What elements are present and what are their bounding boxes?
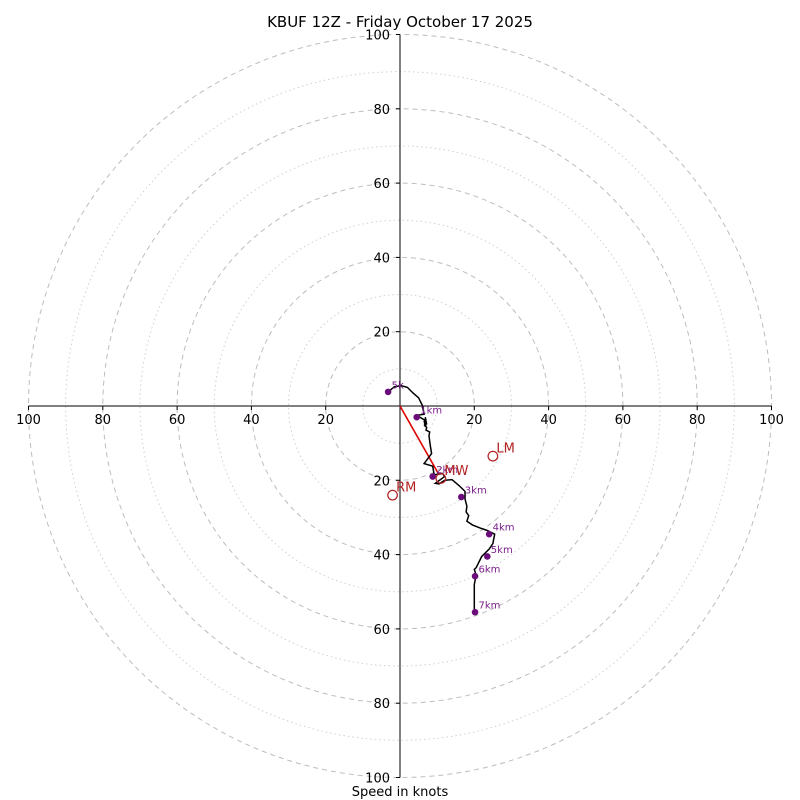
x-axis-label: Speed in knots — [352, 785, 449, 800]
storm-motion-label: MW — [444, 464, 468, 479]
height-marker-label: 5k — [392, 380, 404, 391]
y-tick-label: 40 — [373, 251, 390, 266]
x-tick-label: 60 — [615, 413, 632, 428]
height-marker — [429, 473, 436, 480]
y-tick-label: 80 — [373, 697, 390, 712]
height-marker-label: 1km — [420, 406, 442, 417]
x-tick-label: 80 — [95, 413, 112, 428]
y-tick-label: 80 — [373, 103, 390, 118]
height-marker-label: 5km — [491, 545, 513, 556]
height-marker — [384, 388, 392, 396]
x-tick-label: 80 — [689, 413, 706, 428]
chart-title: KBUF 12Z - Friday October 17 2025 — [267, 13, 533, 31]
height-marker-label: 2km — [436, 465, 458, 476]
storm-motion-label: RM — [396, 481, 416, 496]
y-tick-label: 100 — [365, 772, 390, 787]
x-tick-label: 40 — [243, 413, 260, 428]
x-tick-label: 60 — [169, 413, 186, 428]
x-tick-label: 20 — [317, 413, 334, 428]
x-tick-label: 100 — [16, 413, 41, 428]
height-marker — [471, 608, 479, 616]
shear-vector — [399, 405, 440, 476]
height-marker — [484, 553, 491, 560]
y-tick-label: 60 — [373, 177, 390, 192]
storm-motion-marker — [435, 473, 447, 484]
height-marker-label: 7km — [479, 601, 501, 612]
x-tick-labels: 100 80 60 40 20 20 40 60 80 100 — [16, 406, 784, 428]
height-marker — [457, 493, 465, 501]
storm-motion-marker — [387, 489, 398, 501]
y-tick-labels: 100 80 60 40 20 20 40 60 80 100 — [365, 29, 400, 787]
height-marker-label: 3km — [465, 486, 487, 497]
y-tick-label: 20 — [373, 474, 390, 489]
height-marker — [413, 413, 421, 421]
y-tick-label: 100 — [365, 29, 390, 44]
x-tick-label: 100 — [759, 413, 784, 428]
hodograph-plot: 5k 1km 2km 3km 4km 5km 6km 7km MW LM RM — [384, 380, 515, 616]
y-tick-label: 40 — [373, 549, 390, 564]
storm-motion-label: LM — [496, 442, 514, 457]
height-marker — [471, 572, 479, 580]
y-tick-label: 20 — [373, 326, 390, 341]
x-tick-label: 40 — [540, 413, 557, 428]
height-marker-label: 4km — [493, 523, 515, 534]
x-tick-label: 20 — [466, 413, 483, 428]
y-tick-label: 60 — [373, 623, 390, 638]
height-marker — [485, 530, 493, 538]
storm-motion-marker — [487, 450, 499, 462]
height-marker-label: 6km — [479, 565, 501, 576]
